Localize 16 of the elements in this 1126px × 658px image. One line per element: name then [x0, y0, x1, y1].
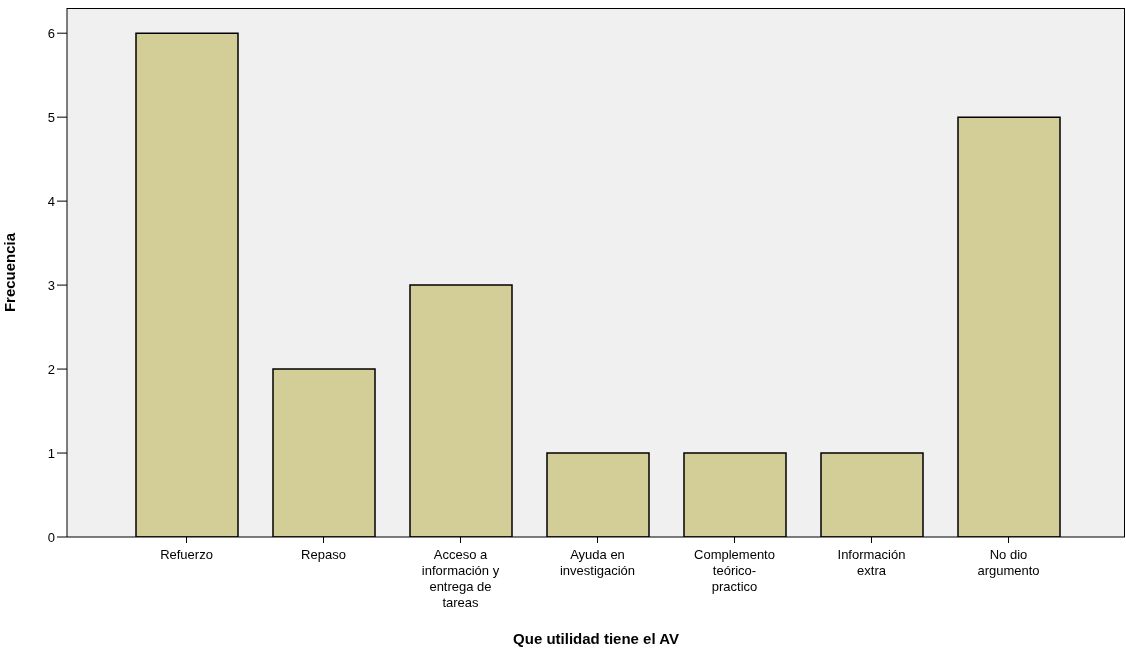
- x-axis-title: Que utilidad tiene el AV: [513, 630, 679, 647]
- x-tick-label: Repaso: [301, 547, 346, 562]
- y-tick-label: 5: [47, 109, 55, 125]
- y-tick-label: 3: [47, 277, 55, 293]
- y-tick-label: 2: [47, 361, 55, 377]
- y-tick-label: 4: [47, 193, 55, 209]
- y-axis-title: Frecuencia: [1, 232, 19, 313]
- x-tick-label: Refuerzo: [160, 547, 213, 562]
- x-tick-label: Información extra: [837, 547, 906, 578]
- x-tick-label: Ayuda en investigación: [559, 547, 636, 578]
- x-tick-label: Complemento teórico-practico: [694, 547, 775, 594]
- y-tick-label: 6: [47, 25, 55, 41]
- y-tick-label: 0: [47, 529, 55, 545]
- x-tick-label: Acceso a información y entrega de tareas: [421, 547, 500, 610]
- y-tick-label: 1: [47, 445, 55, 461]
- x-tick-label: No dio argumento: [977, 547, 1040, 578]
